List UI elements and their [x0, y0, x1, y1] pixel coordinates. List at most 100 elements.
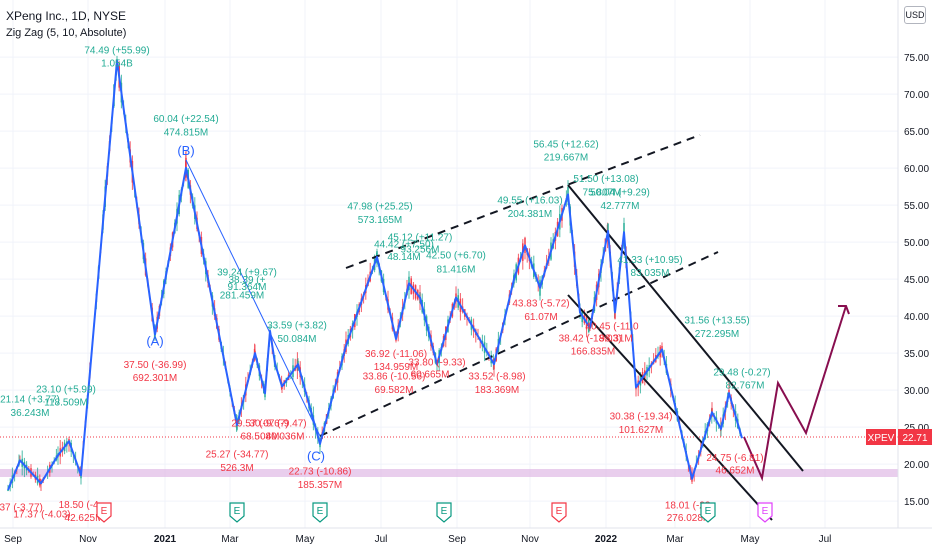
- wave-label: (C): [307, 448, 325, 463]
- zigzag-label: 183.369M: [475, 385, 519, 396]
- zigzag-label: 46.652M: [716, 466, 755, 477]
- zigzag-label: 33.52 (-8.98): [468, 372, 525, 383]
- zigzag-label: 29.57 (-9.67): [231, 418, 288, 429]
- zigzag-label: 33.80 (-9.33): [408, 358, 465, 369]
- zigzag-label: 18.01 (-23.: [665, 501, 713, 512]
- zigzag-label: 75.807M: [583, 187, 622, 198]
- dashed-channel-upper: [345, 134, 701, 269]
- zigzag-label: 185.357M: [298, 480, 342, 491]
- zigzag-label: 36.243M: [11, 408, 50, 419]
- y-tick-label: 20.00: [904, 460, 929, 471]
- zigzag-label: 36.92 (-11.06): [365, 349, 427, 360]
- zigzag-label: 7.37 (-3.77): [0, 503, 43, 514]
- zigzag-label: 51.50 (+13.08): [573, 174, 638, 185]
- zigzag-series-line: [7, 59, 743, 491]
- descending-channel-lower: [567, 294, 773, 521]
- x-tick-label: 2022: [595, 534, 618, 545]
- x-tick-label: Nov: [79, 534, 97, 545]
- zigzag-label: 56.45 (+12.62): [533, 139, 598, 150]
- x-tick-label: Sep: [448, 534, 466, 545]
- zigzag-label: 45.12 (+11.27): [388, 233, 453, 244]
- zigzag-label: 18.50 (-4.: [59, 500, 102, 511]
- x-tick-label: May: [296, 534, 315, 545]
- zigzag-label: 31.56 (+13.55): [684, 316, 749, 327]
- zigzag-label: 42.50 (+6.70): [426, 250, 486, 261]
- zigzag-label: 30.38 (-19.34): [610, 412, 673, 423]
- zigzag-label: 69.582M: [375, 385, 414, 396]
- zigzag-label: 692.301M: [133, 373, 177, 384]
- y-tick-label: 50.00: [904, 238, 929, 249]
- indicator-legend[interactable]: Zig Zag (5, 10, Absolute): [6, 27, 127, 39]
- y-tick-label: 75.00: [904, 53, 929, 64]
- earnings-marker[interactable]: E: [551, 502, 567, 523]
- wave-label: (B): [177, 143, 194, 158]
- dashed-channel-lower: [319, 251, 719, 437]
- zigzag-labels: 74.49 (+55.99) 1.054B 60.04 (+22.54) 474.81…: [0, 45, 771, 524]
- zigzag-label: 42.777M: [601, 201, 640, 212]
- earnings-marker[interactable]: E: [757, 502, 773, 523]
- y-tick-label: 25.00: [904, 423, 929, 434]
- zigzag-label: 166.835M: [571, 347, 615, 358]
- earnings-letter: E: [556, 506, 563, 517]
- last-price-badge: XPEV 22.71: [866, 429, 932, 445]
- y-tick-label: 15.00: [904, 497, 929, 508]
- earnings-marker[interactable]: E: [700, 502, 716, 523]
- chart-title: XPeng Inc., 1D, NYSE: [6, 9, 127, 23]
- earnings-marker[interactable]: E: [229, 502, 245, 523]
- zigzag-label: 25.27 (-34.77): [206, 449, 269, 460]
- earnings-letter: E: [762, 506, 769, 517]
- zigzag-label: 83.035M: [631, 268, 670, 279]
- zigzag-label: 91.364M: [228, 282, 267, 293]
- zigzag-label: 1.054B: [101, 59, 133, 70]
- zigzag-label: 276.028M: [667, 513, 711, 524]
- y-tick-label: 60.00: [904, 164, 929, 175]
- zigzag-label: 24.75 (-6.81): [706, 453, 763, 464]
- support-zone: [0, 469, 898, 477]
- zigzag-label: 33.59 (+3.82): [267, 321, 327, 332]
- y-tick-label: 35.00: [904, 349, 929, 360]
- zigzag-label: 60.665M: [411, 370, 450, 381]
- zigzag-label: 81.416M: [437, 264, 476, 275]
- zigzag-label: 37.50 (-36.99): [124, 360, 187, 371]
- zigzag-label: 17.37 (-4.03): [13, 509, 70, 520]
- zigzag-label: 38.42 (-18.03): [559, 333, 622, 344]
- zigzag-label: 22.73 (-10.86): [289, 466, 352, 477]
- zigzag-label: 573.165M: [358, 215, 402, 226]
- zigzag-label: 49.55 (+16.03): [497, 196, 562, 207]
- y-tick-label: 30.00: [904, 386, 929, 397]
- earnings-letter: E: [317, 506, 324, 517]
- y-tick-label: 70.00: [904, 90, 929, 101]
- zigzag-label: 82.767M: [726, 381, 765, 392]
- x-tick-label: Mar: [221, 534, 239, 545]
- zigzag-label: 23.10 (+5.99): [36, 384, 96, 395]
- x-tick-label: 2021: [154, 534, 177, 545]
- time-axis: Sep Nov 2021 Mar May Jul Sep Nov 2022 Mar May Jul: [4, 534, 831, 545]
- zigzag-label: 98.31M: [599, 333, 632, 344]
- y-tick-label: 55.00: [904, 201, 929, 212]
- y-tick-label: 40.00: [904, 312, 929, 323]
- zigzag-label: 526.3M: [220, 463, 253, 474]
- zigzag-label: 47.98 (+25.25): [347, 202, 412, 213]
- zigzag-label: 30.07 (-9.47): [249, 418, 306, 429]
- zigzag-label: 101.627M: [619, 425, 663, 436]
- zigzag-label: 281.459M: [220, 290, 264, 301]
- zigzag-label: 48.14M: [387, 252, 420, 263]
- zigzag-label: 60.04 (+22.54): [153, 114, 218, 125]
- badge-symbol: XPEV: [868, 433, 895, 444]
- currency-button[interactable]: USD: [904, 6, 926, 24]
- earnings-marker[interactable]: E: [96, 502, 112, 523]
- zigzag-label: 38.39 (+: [229, 275, 266, 286]
- zigzag-label: 93.256M: [401, 244, 440, 255]
- projected-path: [743, 305, 850, 482]
- zigzag-label: 204.381M: [508, 209, 552, 220]
- wave-label: (A): [146, 334, 163, 349]
- earnings-marker[interactable]: E: [436, 502, 452, 523]
- zigzag-label: 40.45 (-11.0: [585, 321, 639, 332]
- earnings-marker[interactable]: E: [312, 502, 328, 523]
- badge-price: 22.71: [902, 433, 927, 444]
- zigzag-label: 41.33 (+10.95): [617, 255, 682, 266]
- earnings-letter: E: [234, 506, 241, 517]
- trend-line-b: [185, 159, 321, 437]
